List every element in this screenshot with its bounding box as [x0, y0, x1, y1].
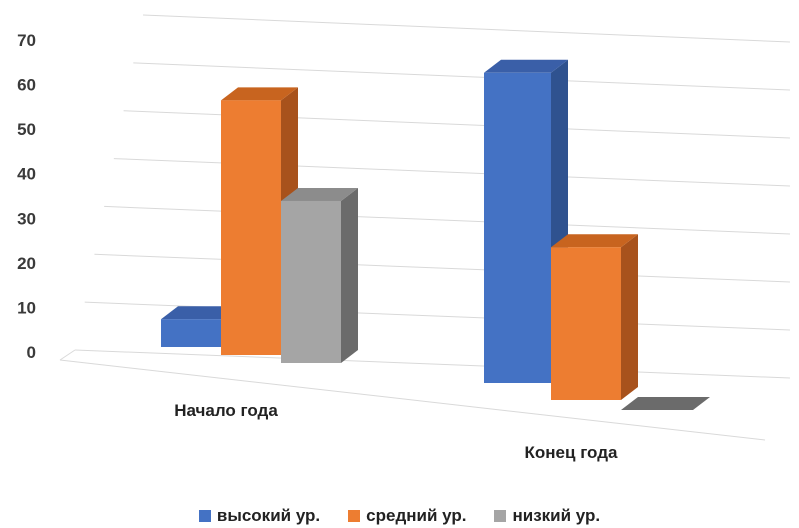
y-tick-label: 10 [17, 298, 36, 317]
gridlines [59, 14, 791, 441]
category-label: Начало года [174, 401, 278, 420]
bar [281, 187, 358, 363]
y-tick-label: 0 [27, 343, 36, 362]
floor-front-line [59, 359, 766, 441]
bar-top [551, 234, 638, 248]
y-tick-label: 40 [17, 165, 36, 184]
y-tick-label: 30 [17, 209, 36, 228]
bar-side [621, 234, 638, 400]
bar-side [341, 187, 358, 363]
x-axis: Начало года Конец года [174, 401, 618, 462]
bar-front [161, 319, 221, 347]
legend-item: низкий ур. [494, 506, 600, 526]
bar-front [551, 247, 621, 400]
bar-front [221, 100, 281, 355]
y-axis: 0 10 20 30 40 50 60 70 [17, 31, 36, 362]
bar [621, 397, 710, 410]
bar-front [281, 200, 341, 363]
gridline [113, 158, 791, 187]
gridline [74, 349, 791, 379]
gridline [142, 14, 791, 43]
legend-label: высокий ур. [216, 506, 321, 525]
bars [161, 59, 710, 410]
legend-swatch [198, 510, 211, 522]
chart-area: 0 10 20 30 40 50 60 70 Начало года Конец года [17, 14, 791, 462]
bar [484, 59, 568, 383]
bar-top [161, 306, 238, 320]
bar-top [484, 59, 568, 73]
legend-swatch [348, 510, 361, 522]
legend-swatch [494, 510, 507, 522]
legend: высокий ур. средний ур. низкий ур. [0, 505, 799, 527]
category-label: Конец года [525, 443, 618, 462]
y-tick-label: 50 [17, 120, 36, 139]
bar-front [484, 72, 551, 383]
y-tick-label: 70 [17, 31, 36, 50]
bar-top [221, 87, 298, 101]
legend-item: средний ур. [348, 506, 466, 526]
legend-label: средний ур. [366, 506, 467, 525]
gridline [104, 205, 791, 235]
y-tick-label: 20 [17, 254, 36, 273]
gridline [94, 253, 791, 283]
bar-floor [621, 397, 710, 410]
legend-item: высокий ур. [198, 506, 321, 526]
legend-label: низкий ур. [512, 506, 601, 525]
bar [221, 87, 298, 355]
bar [551, 234, 638, 400]
bar-top [281, 187, 358, 201]
gridline [133, 62, 791, 91]
floor-edge [59, 349, 76, 361]
y-tick-label: 60 [17, 76, 36, 95]
